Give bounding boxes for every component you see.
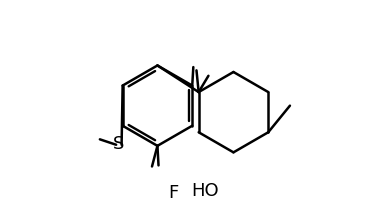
Text: S: S [113, 135, 125, 153]
Text: HO: HO [192, 182, 219, 200]
Text: F: F [168, 183, 179, 202]
